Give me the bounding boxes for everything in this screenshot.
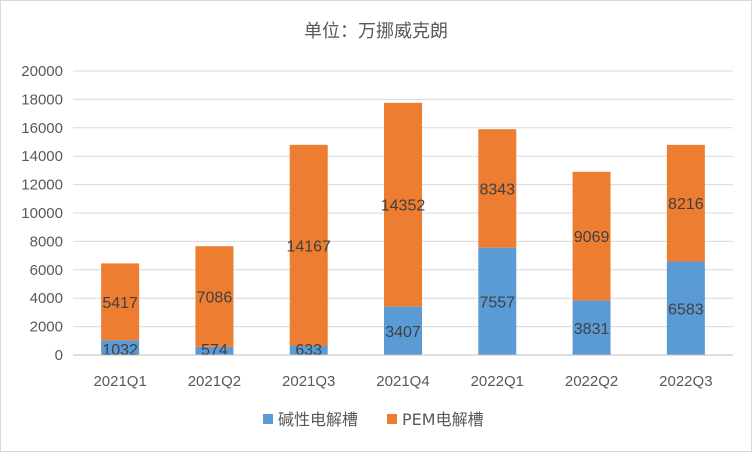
bar-alkaline xyxy=(572,300,611,355)
y-tick-label: 18000 xyxy=(21,91,63,108)
x-tick-label: 2021Q2 xyxy=(188,373,241,390)
bar-pem xyxy=(478,129,517,248)
y-tick-label: 10000 xyxy=(21,205,63,222)
bar-alkaline xyxy=(666,261,705,355)
data-label: 8343 xyxy=(479,181,515,198)
y-tick-label: 0 xyxy=(55,347,63,364)
x-tick-label: 2022Q2 xyxy=(565,373,618,390)
y-tick-label: 20000 xyxy=(21,63,63,80)
bar-pem xyxy=(572,171,611,301)
y-tick-label: 6000 xyxy=(30,262,63,279)
bar-pem xyxy=(384,102,422,307)
data-label: 633 xyxy=(295,342,322,359)
x-axis-ticks: 2021Q1 2021Q2 2021Q3 2021Q4 2022Q1 2022Q2 2022… xyxy=(93,373,712,390)
data-label: 9069 xyxy=(574,229,610,246)
y-tick-label: 12000 xyxy=(21,177,63,194)
legend-swatch xyxy=(387,414,397,424)
data-label: 8216 xyxy=(668,196,704,213)
legend-label: 碱性电解槽 xyxy=(278,410,358,429)
bars xyxy=(101,102,705,355)
data-label: 3831 xyxy=(574,321,610,338)
bar-pem xyxy=(289,144,328,347)
data-label: 14167 xyxy=(286,238,331,255)
bar-alkaline xyxy=(289,346,328,355)
y-tick-label: 14000 xyxy=(21,148,63,165)
data-label: 14352 xyxy=(381,198,426,215)
bar-pem xyxy=(101,263,140,341)
data-label: 574 xyxy=(201,342,228,359)
x-tick-label: 2022Q3 xyxy=(659,373,712,390)
data-label: 6583 xyxy=(668,301,704,318)
legend-label: PEM电解槽 xyxy=(402,410,484,429)
data-label: 1032 xyxy=(102,342,138,359)
data-label: 5417 xyxy=(102,295,138,312)
bar-pem xyxy=(195,246,234,347)
legend-swatch xyxy=(263,414,273,424)
y-tick-label: 8000 xyxy=(30,233,63,250)
data-label: 7086 xyxy=(197,290,233,307)
bar-alkaline xyxy=(384,306,422,355)
data-label: 3407 xyxy=(385,324,421,341)
x-tick-label: 2022Q1 xyxy=(471,373,524,390)
bar-alkaline xyxy=(101,340,140,355)
bar-alkaline xyxy=(478,247,517,355)
legend: 碱性电解槽 PEM电解槽 xyxy=(263,410,484,429)
y-tick-label: 4000 xyxy=(30,290,63,307)
y-tick-label: 16000 xyxy=(21,120,63,137)
bar-pem xyxy=(666,144,705,262)
data-label: 7557 xyxy=(479,294,515,311)
x-tick-label: 2021Q3 xyxy=(282,373,335,390)
chart-title: 单位：万挪威克朗 xyxy=(304,21,448,42)
x-tick-label: 2021Q4 xyxy=(376,373,429,390)
y-tick-label: 2000 xyxy=(30,319,63,336)
bar-alkaline xyxy=(195,346,234,355)
x-tick-label: 2021Q1 xyxy=(93,373,146,390)
y-axis-ticks: 0 2000 4000 6000 8000 10000 12000 14000 16000 180… xyxy=(21,63,63,364)
